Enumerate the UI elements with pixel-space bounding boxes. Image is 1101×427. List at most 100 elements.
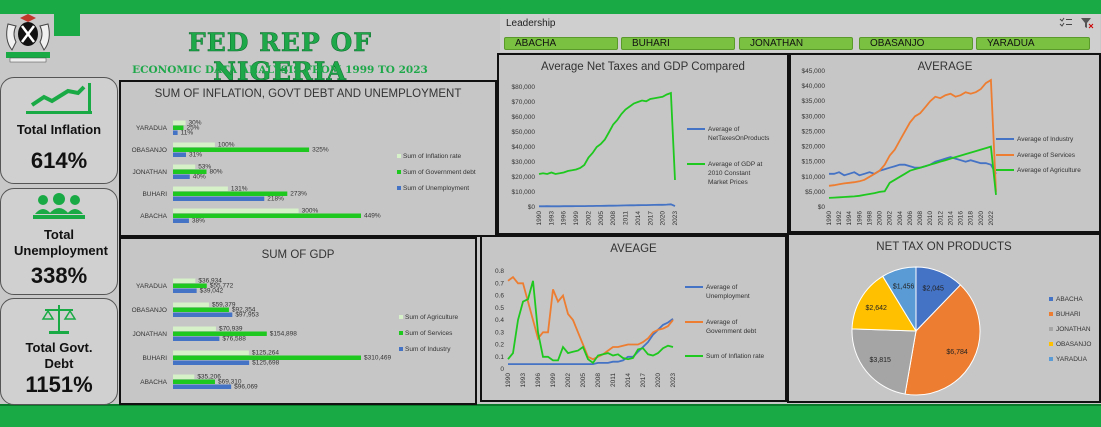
y-tick-label: $30,000: [512, 159, 536, 166]
x-tick-label: 2016: [958, 211, 965, 226]
x-tick-label: 2011: [610, 373, 617, 387]
pie-label-jonathan: $3,815: [870, 357, 892, 364]
chart-title-net-taxes: Average Net Taxes and GDP Compared: [541, 61, 745, 73]
slicer-item-jonathan[interactable]: JONATHAN: [739, 37, 853, 50]
category-label-jonathan: JONATHAN: [132, 331, 167, 338]
y-tick-label: $30,000: [802, 113, 826, 120]
series-line-average-of-government-debt: [507, 275, 674, 361]
x-tick-label: 2008: [610, 211, 617, 226]
data-label-sum-of-industry-buhari: $125,698: [252, 360, 279, 367]
category-label-buhari: BUHARI: [142, 191, 167, 198]
kpi-total-govt-debt: Total Govt. Debt 1151%: [0, 298, 118, 405]
x-tick-label: 2017: [647, 211, 654, 226]
kpi-unemployment-value: 338%: [30, 263, 88, 288]
slicer-item-yaradua[interactable]: YARADUA: [976, 37, 1090, 50]
legend-label-average-of-gdp-at-2010-constant-market-prices: Market Prices: [708, 179, 748, 186]
clear-filter-icon[interactable]: [1080, 17, 1094, 29]
data-label-sum-of-government-debt-abacha: 449%: [364, 213, 381, 220]
data-label-sum-of-government-debt-buhari: 273%: [290, 191, 307, 198]
data-label-sum-of-industry-yaradua: $39,042: [200, 288, 224, 295]
bar-sum-of-government-debt-obasanjo: [173, 147, 310, 152]
bar-sum-of-industry-abacha: [173, 384, 232, 389]
y-tick-label: $50,000: [512, 129, 536, 136]
bar-sum-of-agriculture-jonathan: [173, 326, 216, 331]
x-tick-label: 2017: [640, 373, 647, 388]
slicer-item-abacha[interactable]: ABACHA: [504, 37, 618, 50]
data-label-sum-of-services-buhari: $310,469: [364, 355, 391, 362]
x-tick-label: 2002: [887, 211, 894, 226]
coat-of-arms-badge: [54, 14, 80, 36]
pie-slice-yaradua: [882, 266, 917, 333]
category-label-obasanjo: OBASANJO: [132, 307, 167, 314]
x-tick-label: 2008: [595, 373, 602, 388]
bar-sum-of-unemployment-abacha: [173, 218, 189, 223]
bar-sum-of-government-debt-abacha: [173, 213, 361, 218]
series-line-average-of-nettaxesonproducts: [539, 203, 676, 208]
panel-average-sectors: AVERAGE $0 $5,000 $10,000 $15,000 $20,000 $25…: [789, 53, 1101, 233]
data-label-sum-of-agriculture-jonathan: $70,939: [219, 326, 243, 333]
slicer-item-buhari[interactable]: BUHARI: [621, 37, 735, 50]
series-line-average-of-unemployment: [508, 318, 674, 365]
slicer-item-obasanjo[interactable]: OBASANJO: [859, 37, 973, 50]
x-tick-label: 2002: [565, 373, 572, 388]
data-label-sum-of-agriculture-buhari: $125,264: [252, 350, 279, 357]
kpi-total-unemployment: Total Unemployment 338%: [0, 188, 118, 295]
x-tick-label: 2020: [978, 211, 985, 226]
y-tick-label: $20,000: [512, 174, 536, 181]
legend-label-sum-of-inflation-rate: Sum of Inflation rate: [403, 153, 462, 160]
legend-swatch-sum-of-industry: [399, 347, 403, 351]
x-tick-label: 1992: [836, 211, 843, 226]
leadership-slicer: Leadership ABACHA BUHARI JONATHAN OBASAN…: [500, 14, 1100, 52]
legend-label-average-of-agriculture: Average of Agriculture: [1017, 167, 1081, 174]
data-label-sum-of-government-debt-yaradua: 25%: [186, 125, 199, 132]
y-tick-label: $25,000: [802, 128, 826, 135]
legend-label-average-of-unemployment: Unemployment: [706, 293, 750, 300]
x-tick-label: 2002: [585, 211, 592, 226]
bar-sum-of-services-jonathan: [173, 331, 267, 336]
x-tick-label: 2014: [625, 373, 632, 388]
kpi-total-inflation: Total Inflation 614%: [0, 77, 118, 184]
kpi-unemployment-label: Total Unemployment: [14, 227, 108, 258]
x-tick-label: 2020: [660, 211, 667, 226]
x-tick-label: 1999: [573, 211, 580, 226]
y-tick-label: 0.1: [495, 354, 504, 361]
bar-sum-of-government-debt-buhari: [173, 191, 288, 196]
x-tick-label: 2014: [635, 211, 642, 226]
data-label-sum-of-industry-jonathan: $76,588: [222, 336, 246, 343]
x-tick-label: 1990: [505, 373, 512, 388]
chart-net-taxes-gdp: $0 $10,000 $20,000 $30,000 $40,000 $50,000 $60…: [512, 84, 771, 226]
series-line-average-of-agriculture: [828, 145, 997, 199]
bar-sum-of-inflation-rate-yaradua: [173, 120, 186, 125]
y-tick-label: $0: [528, 204, 536, 211]
trend-up-icon: [26, 83, 92, 114]
bar-sum-of-services-buhari: [173, 355, 361, 360]
bottom-banner: [0, 404, 1101, 427]
y-tick-label: $10,000: [802, 174, 826, 181]
multi-select-icon[interactable]: [1059, 17, 1073, 29]
legend-label-sum-of-inflation-rate: Sum of Inflation rate: [706, 353, 765, 360]
bar-sum-of-services-abacha: [173, 379, 215, 384]
legend-swatch-sum-of-agriculture: [399, 315, 403, 319]
bar-sum-of-unemployment-obasanjo: [173, 152, 186, 157]
legend-label-average-of-government-debt: Government debt: [706, 328, 756, 335]
data-label-sum-of-agriculture-abacha: $35,206: [197, 374, 221, 381]
pie-label-abacha: $2,045: [923, 285, 945, 292]
slicer-title: Leadership: [506, 18, 556, 29]
y-tick-label: $45,000: [802, 68, 826, 75]
pie-slice-obasanjo: [851, 275, 917, 332]
kpi-inflation-label: Total Inflation: [16, 122, 102, 137]
data-label-sum-of-agriculture-yaradua: $36,934: [198, 278, 222, 285]
bar-sum-of-inflation-rate-buhari: [173, 186, 228, 191]
legend-swatch-buhari: [1049, 312, 1053, 316]
data-label-sum-of-services-abacha: $69,310: [218, 379, 242, 386]
x-tick-label: 2006: [907, 211, 914, 226]
bar-sum-of-industry-yaradua: [173, 288, 197, 293]
legend-label-sum-of-unemployment: Sum of Unemployment: [403, 185, 469, 192]
people-group-icon: [33, 193, 85, 219]
data-label-sum-of-inflation-rate-buhari: 131%: [231, 186, 248, 193]
x-tick-label: 1998: [866, 211, 873, 226]
kpi-debt-label: Total Govt. Debt: [25, 340, 93, 371]
legend-label-average-of-nettaxesonproducts: NetTaxesOnProducts: [708, 135, 770, 142]
chart-gdp-sum: YARADUA $36,934$55,772$39,042 OBASANJO $59,…: [132, 278, 459, 391]
x-tick-label: 2004: [897, 211, 904, 226]
